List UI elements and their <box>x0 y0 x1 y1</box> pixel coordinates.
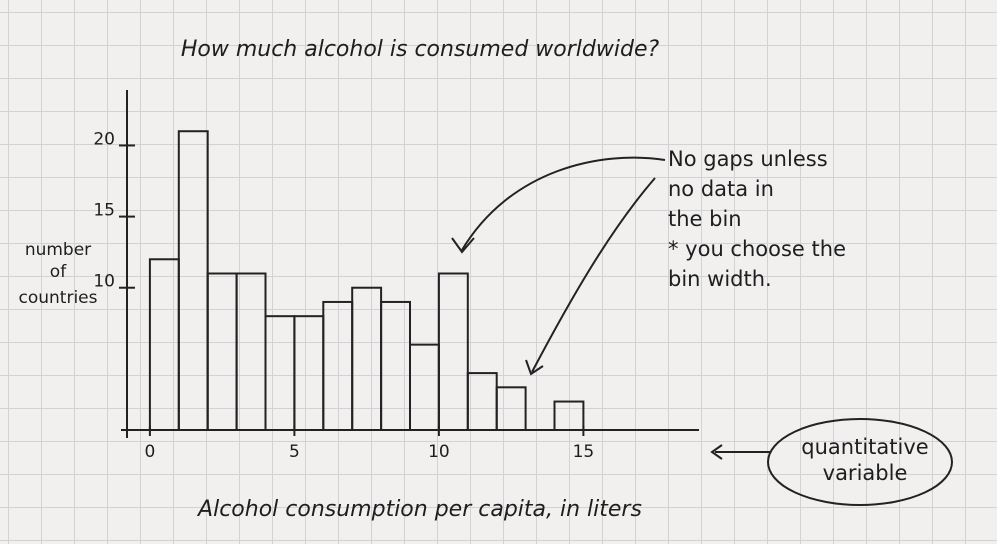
y-axis-label: of <box>50 262 67 282</box>
bar <box>208 274 237 431</box>
arrow-head <box>452 238 474 252</box>
bar <box>179 131 208 430</box>
x-axis-label: Alcohol consumption per capita, in liter… <box>196 497 642 522</box>
x-tick-label: 10 <box>428 442 450 462</box>
x-tick-label: 15 <box>573 442 595 462</box>
x-tick-label: 5 <box>289 442 300 462</box>
bar <box>294 316 323 430</box>
bar <box>150 259 179 430</box>
chart-title: How much alcohol is consumed worldwide? <box>181 37 660 62</box>
bar <box>439 274 468 431</box>
bar <box>468 373 497 430</box>
annotation: * you choose the <box>668 237 846 261</box>
y-axis-label: countries <box>19 288 98 308</box>
annotation: variable <box>823 461 908 485</box>
annotation: No gaps unless <box>668 147 828 171</box>
arrow <box>712 445 770 459</box>
page: {"chart_data": {"type": "histogram", "ti… <box>0 0 997 544</box>
bar <box>352 288 381 430</box>
bar <box>555 402 584 430</box>
bar <box>381 302 410 430</box>
bar <box>410 345 439 430</box>
chart: How much alcohol is consumed worldwide? … <box>0 0 997 544</box>
arrow <box>532 178 655 372</box>
y-axis-label: number <box>25 240 91 260</box>
bar <box>266 316 295 430</box>
bar <box>323 302 352 430</box>
bar <box>497 387 526 430</box>
annotation: quantitative <box>801 435 928 459</box>
y-tick-label: 10 <box>93 272 115 292</box>
bar <box>237 274 266 431</box>
annotation: bin width. <box>668 267 772 291</box>
y-tick-label: 15 <box>93 201 115 221</box>
x-tick-label: 0 <box>144 442 155 462</box>
annotation: no data in <box>668 177 774 201</box>
annotation: the bin <box>668 207 742 231</box>
y-tick-label: 20 <box>93 129 115 149</box>
